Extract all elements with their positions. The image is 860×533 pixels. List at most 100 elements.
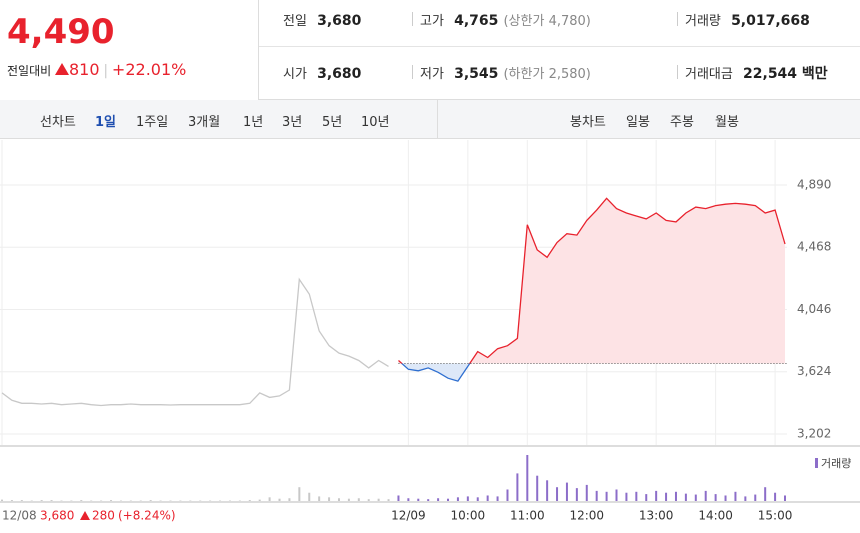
- stat-value: 3,680: [317, 66, 362, 82]
- stat-label: 전일: [283, 14, 307, 29]
- tab-group-label: 봉차트: [570, 115, 606, 130]
- volume-bar: [774, 492, 777, 501]
- change-label: 전일대비: [7, 64, 52, 78]
- volume-bar: [298, 487, 301, 501]
- stat-value: 22,544 백만: [743, 66, 828, 82]
- volume-bar: [764, 487, 767, 501]
- x-tick-label: 12/09: [391, 509, 426, 523]
- change: 810: [69, 60, 100, 79]
- area: [398, 198, 785, 382]
- volume-bar: [278, 498, 281, 501]
- x-tick-label: 15:00: [758, 509, 793, 523]
- volume-bar: [704, 490, 707, 501]
- volume-bar: [754, 494, 757, 501]
- volume-bar: [556, 487, 559, 501]
- legend-label: 거래량: [821, 457, 851, 470]
- y-tick-label: 3,202: [797, 426, 831, 440]
- volume-bar: [565, 482, 568, 501]
- stat-value: 3,680: [317, 13, 362, 29]
- stat-value: 4,765: [454, 13, 499, 29]
- tab-group-label: 선차트: [40, 115, 76, 130]
- volume-bar: [456, 497, 459, 501]
- row-divider: [259, 46, 860, 47]
- volume-bar: [615, 489, 618, 501]
- volume-bar: [427, 499, 430, 501]
- volume-bar: [466, 496, 469, 501]
- volume-bar: [357, 498, 360, 501]
- stat-note: (상한가 4,780): [503, 14, 591, 29]
- change-pct: +22.01%: [111, 60, 187, 79]
- prev-change-pct: (+8.24%): [118, 509, 176, 523]
- tab-divider: [437, 100, 438, 138]
- volume-bar: [694, 494, 697, 501]
- stat: 시가 3,680: [283, 63, 361, 82]
- volume-bar: [387, 499, 390, 501]
- volume-bar: [635, 491, 638, 501]
- volume-bar: [367, 499, 370, 501]
- volume-bar: [546, 480, 549, 501]
- y-tick-label: 3,624: [797, 364, 831, 378]
- volume-bar: [605, 491, 608, 501]
- stat: 저가 3,545 (하한가 2,580): [420, 63, 591, 82]
- price: 4,490: [7, 12, 115, 52]
- x-tick-label: 12:00: [569, 509, 604, 523]
- tab[interactable]: 3년: [282, 115, 303, 130]
- volume-bar: [516, 473, 519, 501]
- volume-bar: [674, 491, 677, 501]
- stat-label: 거래량: [685, 14, 721, 29]
- x-tick-label: 10:00: [451, 509, 486, 523]
- volume-bar: [506, 489, 509, 501]
- tab[interactable]: 5년: [322, 115, 343, 130]
- tab-bar: [0, 100, 860, 139]
- volume-bar: [496, 496, 499, 501]
- volume-bar: [50, 500, 53, 501]
- row-divider: [259, 99, 860, 100]
- stat: 전일 3,680: [283, 10, 361, 29]
- volume-bar: [526, 455, 529, 501]
- tab[interactable]: 10년: [361, 115, 390, 130]
- tab[interactable]: 3개월: [188, 115, 221, 130]
- tab[interactable]: 1년: [243, 115, 264, 130]
- x-tick-label: 11:00: [510, 509, 545, 523]
- x-tick-label: 14:00: [698, 509, 733, 523]
- change-row: 전일대비 810 | +22.01%: [7, 60, 187, 79]
- stat-label: 고가: [420, 14, 444, 29]
- volume-bar: [268, 497, 271, 501]
- volume-bar: [258, 499, 261, 501]
- volume-bar: [328, 497, 331, 501]
- stat-label: 거래대금: [685, 67, 733, 82]
- x-tick-label: 13:00: [639, 509, 674, 523]
- tab[interactable]: 주봉: [670, 115, 694, 130]
- separator: [412, 65, 413, 79]
- volume-bar: [318, 496, 321, 501]
- tab[interactable]: 일봉: [626, 115, 650, 130]
- volume-bar: [447, 498, 450, 501]
- volume-bar: [714, 494, 717, 501]
- volume-bar: [20, 500, 23, 501]
- up-icon: [55, 63, 69, 75]
- stat-value: 3,545: [454, 66, 499, 82]
- volume-bar: [655, 490, 658, 501]
- stat-label: 시가: [283, 67, 307, 82]
- volume-bar: [784, 495, 786, 501]
- x-tick-label: 12/08: [2, 509, 37, 523]
- tab[interactable]: 1주일: [136, 115, 169, 130]
- volume-bar: [308, 492, 311, 501]
- price-line: [1, 277, 389, 407]
- volume-bar: [684, 493, 687, 501]
- volume-bar: [347, 498, 350, 501]
- volume-bar: [575, 488, 578, 501]
- volume-bar: [377, 498, 380, 501]
- volume-bar: [645, 494, 648, 501]
- stat-note: (하한가 2,580): [503, 67, 591, 82]
- tab[interactable]: 1일: [95, 115, 117, 130]
- volume-bar: [437, 498, 440, 501]
- volume-bar: [744, 496, 747, 501]
- volume-bar: [595, 490, 598, 501]
- volume-bar: [407, 498, 410, 501]
- y-tick-label: 4,468: [797, 240, 831, 254]
- volume-bar: [734, 491, 737, 501]
- tab[interactable]: 월봉: [715, 115, 739, 130]
- volume-bar: [536, 475, 539, 501]
